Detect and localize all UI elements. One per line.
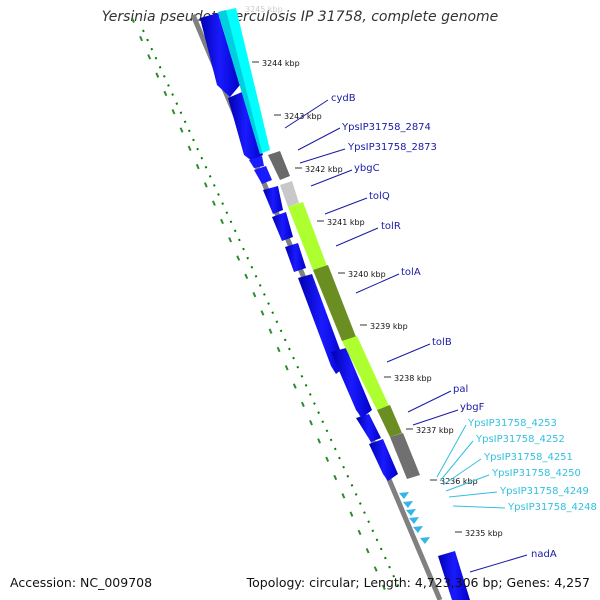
- gene-label-ybgF: ybgF: [460, 402, 485, 413]
- gene-label-YpsIP31758_2873: YpsIP31758_2873: [347, 142, 437, 153]
- kbp-tick-label: 3245 kbp: [245, 5, 283, 14]
- kbp-tick-marks: [252, 61, 462, 533]
- gene-label-tolR: tolR: [381, 221, 401, 232]
- gene-label-YpsIP31758_4250: YpsIP31758_4250: [491, 468, 581, 479]
- rna-feature: [420, 537, 430, 544]
- olive-feature: [377, 405, 402, 437]
- genome-summary-label: Topology: circular; Length: 4,723,306 bp…: [246, 575, 590, 590]
- gene-leader: [335, 227, 379, 247]
- gene-leader: [310, 169, 353, 187]
- cds-feature: [369, 439, 398, 481]
- cds-feature: [356, 414, 381, 442]
- rna-feature: [413, 526, 423, 533]
- gene-leader: [469, 554, 528, 573]
- kbp-tick-label: 3244 kbp: [262, 59, 300, 68]
- gene-label-pal: pal: [453, 384, 468, 395]
- gene-label-tolB: tolB: [432, 337, 452, 348]
- feature-track: [218, 8, 420, 479]
- kbp-tick-label: 3241 kbp: [327, 218, 365, 227]
- kbp-tick-label: 3237 kbp: [416, 426, 454, 435]
- gene-leader: [445, 474, 490, 492]
- gray-feature: [390, 433, 420, 479]
- gc-track-inner: [142, 29, 401, 591]
- lime-feature: [288, 202, 327, 270]
- cds-feature: [285, 243, 306, 272]
- light-gray-feature: [280, 181, 299, 207]
- cds-feature: [263, 186, 283, 214]
- kbp-tick-label: 3236 kbp: [440, 477, 478, 486]
- gc-track-outer: [131, 17, 386, 591]
- olive-feature: [313, 265, 356, 341]
- rna-features: [399, 492, 430, 544]
- kbp-ticks: 3245 kbp 3244 kbp 3243 kbp 3242 kbp 3241…: [245, 5, 503, 538]
- rna-feature: [403, 501, 413, 508]
- cds-feature: [331, 348, 372, 418]
- gene-label-ybgC: ybgC: [354, 163, 380, 174]
- gene-leader: [324, 197, 368, 215]
- kbp-tick-label: 3238 kbp: [394, 374, 432, 383]
- kbp-tick-label: 3239 kbp: [370, 322, 408, 331]
- gene-leader: [442, 458, 482, 486]
- cds-feature: [254, 166, 272, 184]
- gene-leader: [284, 99, 329, 129]
- rna-feature: [406, 509, 416, 516]
- gene-label-tolA: tolA: [401, 267, 421, 278]
- gene-leader: [386, 343, 431, 363]
- gene-label-YpsIP31758_4248: YpsIP31758_4248: [507, 502, 597, 513]
- cds-feature: [249, 156, 264, 168]
- gray-feature: [268, 151, 290, 180]
- gene-leader: [436, 424, 467, 478]
- gene-labels: cydB YpsIP31758_2874 YpsIP31758_2873 ybg…: [331, 93, 597, 560]
- rna-feature: [399, 492, 409, 499]
- gene-leader: [452, 505, 506, 509]
- gene-label-cydB: cydB: [331, 93, 356, 104]
- kbp-tick-label: 3235 kbp: [465, 529, 503, 538]
- gene-leader: [448, 491, 498, 498]
- gene-leader: [439, 440, 474, 482]
- gene-leader: [299, 148, 346, 164]
- gene-label-YpsIP31758_4251: YpsIP31758_4251: [483, 452, 573, 463]
- gene-label-nadA: nadA: [531, 549, 557, 560]
- rna-feature: [409, 517, 419, 524]
- cds-feature: [438, 551, 470, 600]
- gene-label-YpsIP31758_4249: YpsIP31758_4249: [499, 486, 589, 497]
- cds-feature: [272, 212, 293, 241]
- gene-label-tolQ: tolQ: [369, 191, 390, 202]
- gene-label-YpsIP31758_4253: YpsIP31758_4253: [467, 418, 557, 429]
- gene-leaders: [284, 99, 528, 573]
- kbp-tick-label: 3242 kbp: [305, 165, 343, 174]
- kbp-tick-label: 3240 kbp: [348, 270, 386, 279]
- cds-feature: [298, 274, 346, 374]
- gene-leader: [407, 390, 452, 413]
- gene-label-YpsIP31758_4252: YpsIP31758_4252: [475, 434, 565, 445]
- gene-leader: [355, 273, 400, 294]
- cds-track: [200, 13, 470, 600]
- cyan-feature-shade: [218, 10, 262, 154]
- accession-label: Accession: NC_009708: [10, 575, 153, 590]
- gene-label-YpsIP31758_2874: YpsIP31758_2874: [341, 122, 431, 133]
- lime-feature: [342, 336, 389, 410]
- cds-feature: [228, 92, 263, 161]
- gene-leader: [412, 409, 459, 426]
- gene-leader: [297, 127, 341, 151]
- cds-feature: [200, 13, 240, 97]
